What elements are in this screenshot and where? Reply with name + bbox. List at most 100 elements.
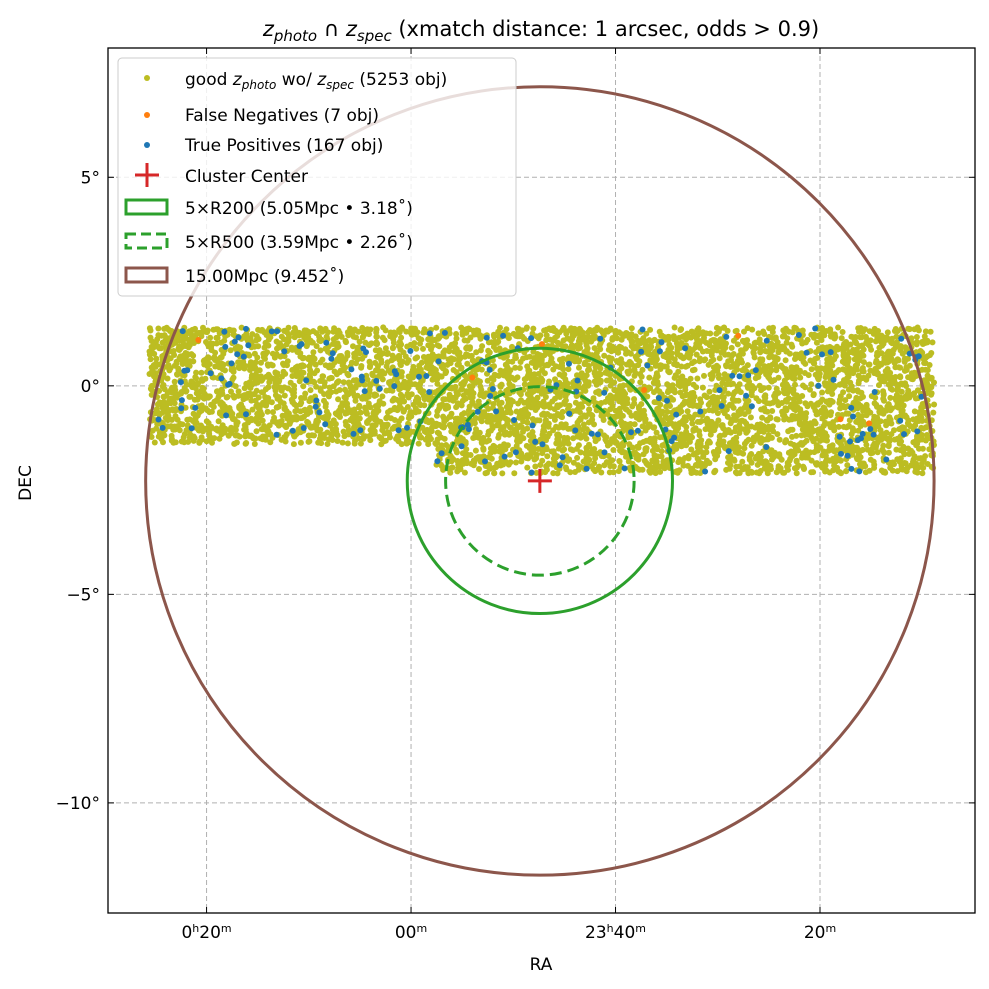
good-zphoto-point [451, 340, 458, 347]
good-zphoto-point [652, 379, 659, 386]
good-zphoto-point [801, 370, 808, 376]
good-zphoto-point [762, 395, 769, 401]
good-zphoto-point [503, 409, 510, 416]
good-zphoto-point [885, 381, 892, 388]
good-zphoto-point [863, 402, 870, 409]
good-zphoto-point [886, 358, 893, 365]
good-zphoto-point [840, 353, 847, 360]
good-zphoto-point [645, 384, 652, 391]
good-zphoto-point [757, 467, 764, 474]
good-zphoto-point [241, 362, 248, 368]
good-zphoto-point [764, 467, 771, 474]
good-zphoto-point [840, 366, 847, 373]
good-zphoto-point [514, 333, 521, 340]
good-zphoto-point [820, 328, 827, 334]
good-zphoto-point [516, 365, 523, 371]
good-zphoto-point [306, 371, 313, 378]
good-zphoto-point [898, 466, 905, 473]
good-zphoto-point [147, 356, 154, 363]
good-zphoto-point [350, 343, 356, 350]
good-zphoto-point [754, 461, 761, 468]
good-zphoto-point [822, 367, 829, 374]
good-zphoto-point [674, 468, 680, 475]
good-zphoto-point [601, 352, 608, 359]
good-zphoto-point [626, 362, 633, 369]
good-zphoto-point [800, 382, 806, 389]
good-zphoto-point [760, 448, 767, 455]
good-zphoto-point [611, 387, 618, 394]
good-zphoto-point [810, 469, 817, 476]
good-zphoto-point [765, 384, 772, 391]
good-zphoto-point [911, 439, 918, 445]
good-zphoto-point [355, 420, 362, 427]
good-zphoto-point [235, 388, 242, 395]
good-zphoto-point [178, 390, 184, 397]
good-zphoto-point [524, 363, 531, 370]
good-zphoto-point [766, 348, 773, 355]
good-zphoto-point [695, 462, 702, 468]
good-zphoto-point [750, 349, 757, 356]
good-zphoto-point [866, 467, 873, 474]
good-zphoto-point [670, 396, 677, 403]
good-zphoto-point [336, 330, 343, 336]
good-zphoto-point [429, 351, 436, 358]
good-zphoto-point [477, 378, 483, 385]
good-zphoto-point [190, 437, 197, 444]
good-zphoto-point [818, 461, 825, 467]
good-zphoto-point [881, 334, 888, 341]
good-zphoto-point [559, 414, 565, 421]
good-zphoto-point [358, 364, 365, 371]
good-zphoto-point [867, 456, 874, 463]
good-zphoto-point [480, 437, 487, 444]
good-zphoto-point [680, 417, 686, 424]
good-zphoto-point [741, 404, 748, 411]
good-zphoto-point [464, 360, 471, 367]
good-zphoto-point [453, 392, 460, 398]
good-zphoto-point [369, 370, 376, 377]
good-zphoto-point [696, 432, 703, 439]
good-zphoto-point [919, 445, 926, 452]
good-zphoto-point [158, 432, 165, 439]
good-zphoto-point [353, 334, 359, 341]
good-zphoto-point [484, 469, 490, 476]
good-zphoto-point [313, 343, 320, 350]
good-zphoto-point [734, 341, 741, 348]
good-zphoto-point [489, 422, 496, 429]
good-zphoto-point [764, 417, 771, 424]
good-zphoto-point [452, 383, 459, 390]
good-zphoto-point [307, 395, 314, 402]
good-zphoto-point [748, 442, 755, 449]
good-zphoto-point [843, 468, 850, 475]
good-zphoto-point [707, 399, 714, 406]
good-zphoto-point [675, 378, 682, 385]
good-zphoto-point [485, 428, 492, 435]
good-zphoto-point [208, 423, 215, 430]
good-zphoto-point [754, 432, 760, 439]
good-zphoto-point [158, 332, 165, 339]
good-zphoto-point [736, 430, 743, 436]
good-zphoto-point [793, 470, 800, 477]
good-zphoto-point [297, 401, 304, 408]
good-zphoto-point [583, 379, 590, 386]
good-zphoto-point [383, 363, 390, 370]
good-zphoto-point [691, 366, 698, 373]
good-zphoto-point [913, 334, 920, 340]
good-zphoto-point [646, 374, 653, 381]
good-zphoto-point [784, 374, 791, 381]
good-zphoto-point [203, 339, 209, 345]
good-zphoto-point [296, 378, 303, 385]
good-zphoto-point [540, 427, 547, 434]
good-zphoto-point [235, 364, 242, 370]
good-zphoto-point [794, 414, 801, 421]
good-zphoto-point [854, 361, 861, 368]
good-zphoto-point [773, 416, 780, 423]
good-zphoto-point [340, 428, 347, 435]
good-zphoto-point [657, 468, 664, 475]
good-zphoto-point [373, 339, 380, 346]
good-zphoto-point [317, 359, 324, 366]
good-zphoto-point [565, 425, 572, 432]
good-zphoto-point [426, 436, 432, 443]
good-zphoto-point [161, 386, 168, 393]
good-zphoto-point [763, 459, 770, 466]
good-zphoto-point [294, 363, 301, 370]
